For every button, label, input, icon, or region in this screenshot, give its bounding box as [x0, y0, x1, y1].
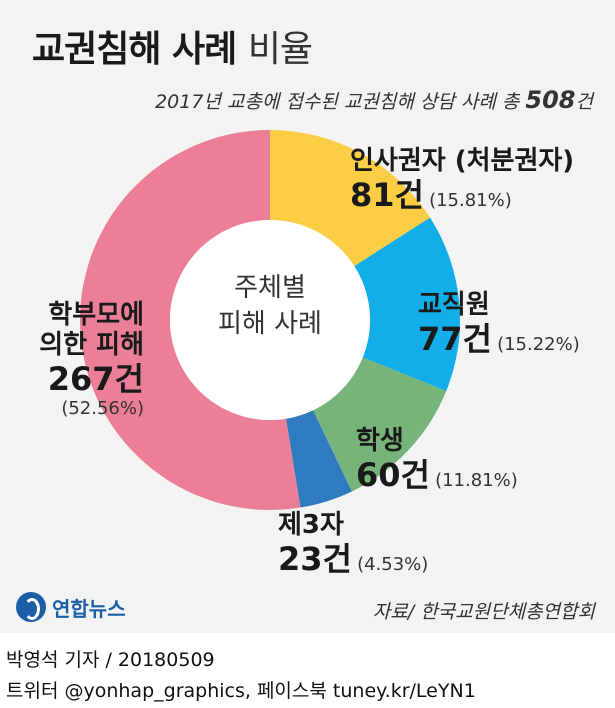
slice-staff: [354, 217, 460, 392]
label-staff-count: 77건: [418, 320, 492, 358]
subtitle-total: 508: [525, 86, 576, 114]
label-parents: 학부모에 의한 피해 267건 (52.56%): [22, 300, 144, 419]
label-parents-count: 267건: [47, 360, 144, 398]
label-thirdparty-name: 제3자: [278, 510, 344, 540]
chart-subtitle: 2017년 교총에 접수된 교권침해 상담 사례 총 508건: [155, 86, 593, 114]
subtitle-unit: 건: [575, 91, 593, 113]
label-staff-pct: (15.22%): [497, 334, 580, 355]
center-label-line2: 피해 사례: [218, 309, 322, 339]
label-personnel-pct: (15.81%): [429, 190, 512, 211]
label-staff-name: 교직원: [418, 290, 490, 320]
footer-reporter: 박영석 기자 / 20180509: [6, 649, 215, 671]
donut-hole: [170, 220, 370, 420]
label-thirdparty-count: 23건: [278, 540, 352, 578]
yonhap-logo-text: 연합뉴스: [52, 596, 126, 621]
label-student-count: 60건: [356, 456, 430, 494]
slice-parents: [80, 130, 301, 510]
infographic-card: 교권침해 사례 비율 2017년 교총에 접수된 교권침해 상담 사례 총 50…: [0, 0, 615, 633]
label-personnel: 인사권자 (처분권자) 81건 (15.81%): [350, 146, 574, 214]
title-bold: 교권침해 사례: [32, 29, 237, 70]
footer-social: 트위터 @yonhap_graphics, 페이스북 tuney.kr/LeYN…: [6, 680, 476, 702]
slice-thirdparty: [286, 410, 352, 508]
center-label-line1: 주체별: [234, 273, 306, 303]
label-thirdparty-pct: (4.53%): [357, 554, 429, 575]
donut-chart: [80, 130, 460, 510]
label-student-pct: (11.81%): [435, 470, 518, 491]
label-thirdparty: 제3자 23건 (4.53%): [278, 510, 428, 578]
slice-student: [313, 357, 447, 492]
label-parents-pct: (52.56%): [61, 398, 144, 419]
label-student: 학생 60건 (11.81%): [356, 426, 518, 494]
yonhap-logo: 연합뉴스: [16, 592, 126, 622]
label-personnel-count: 81건: [350, 176, 424, 214]
label-staff: 교직원 77건 (15.22%): [418, 290, 580, 358]
source-note: 자료/ 한국교원단체총연합회: [372, 601, 595, 623]
center-label: 주체별 피해 사례: [180, 270, 360, 342]
subtitle-text: 2017년 교총에 접수된 교권침해 상담 사례 총: [155, 91, 526, 113]
yonhap-logo-icon: [16, 592, 46, 622]
chart-title: 교권침해 사례 비율: [32, 20, 313, 72]
label-personnel-name: 인사권자 (처분권자): [350, 146, 575, 176]
slice-personnel: [270, 130, 431, 267]
label-student-name: 학생: [356, 426, 404, 456]
label-parents-name: 학부모에 의한 피해: [39, 300, 144, 360]
title-light: 비율: [247, 29, 313, 70]
